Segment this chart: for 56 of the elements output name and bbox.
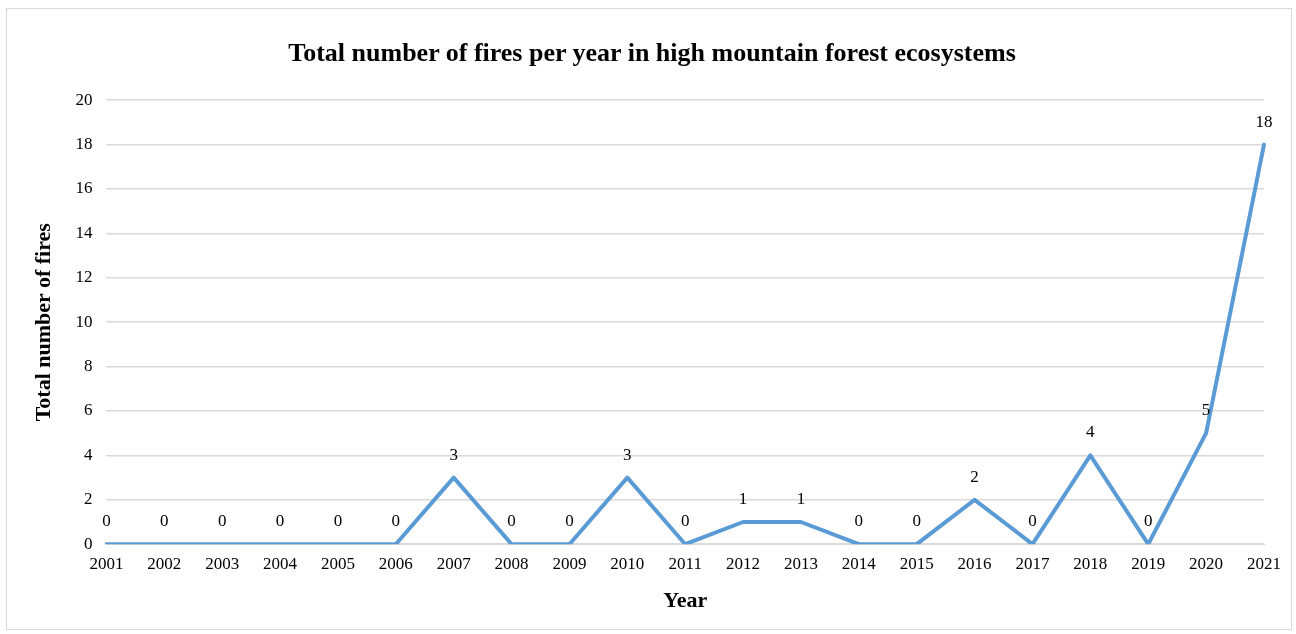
data-label: 1 bbox=[738, 488, 748, 508]
x-tick-label: 2019 bbox=[1131, 553, 1166, 573]
data-label: 5 bbox=[1201, 400, 1211, 420]
x-tick-label: 2014 bbox=[841, 553, 877, 573]
x-tick-label: 2017 bbox=[1015, 553, 1050, 573]
chart-title: Total number of fires per year in high mountain forest ecosystems bbox=[288, 38, 1016, 68]
y-tick-label: 18 bbox=[75, 134, 93, 154]
x-tick-label: 2021 bbox=[1247, 553, 1281, 573]
x-tick-label: 2020 bbox=[1189, 553, 1224, 573]
data-label: 0 bbox=[680, 511, 690, 531]
x-tick-label: 2007 bbox=[436, 553, 472, 573]
y-tick-label: 20 bbox=[75, 89, 93, 109]
data-label: 0 bbox=[275, 511, 285, 531]
data-label: 2 bbox=[970, 466, 979, 486]
data-label: 0 bbox=[333, 511, 343, 531]
y-tick-label: 12 bbox=[75, 267, 93, 287]
data-label: 18 bbox=[1255, 111, 1273, 131]
x-tick-label: 2016 bbox=[957, 553, 992, 573]
y-tick-label: 0 bbox=[83, 533, 93, 553]
data-label: 0 bbox=[102, 511, 111, 531]
x-tick-label: 2018 bbox=[1073, 553, 1108, 573]
x-tick-label: 2002 bbox=[147, 553, 182, 573]
y-tick-label: 6 bbox=[83, 400, 93, 420]
x-tick-label: 2012 bbox=[726, 553, 761, 573]
x-tick-label: 2004 bbox=[263, 553, 298, 573]
x-tick-label: 2008 bbox=[494, 553, 529, 573]
x-axis-title: Year bbox=[663, 587, 708, 613]
data-label: 0 bbox=[217, 511, 227, 531]
x-tick-label: 2015 bbox=[899, 553, 934, 573]
x-tick-label: 2009 bbox=[552, 553, 587, 573]
x-tick-label: 2001 bbox=[89, 553, 124, 573]
data-label: 3 bbox=[623, 444, 632, 464]
y-tick-label: 16 bbox=[75, 178, 93, 198]
y-tick-label: 10 bbox=[75, 311, 93, 331]
x-tick-label: 2003 bbox=[205, 553, 240, 573]
data-label: 0 bbox=[854, 511, 864, 531]
data-label: 0 bbox=[507, 511, 516, 531]
y-axis-title: Total number of fires bbox=[29, 222, 55, 422]
y-tick-label: 14 bbox=[75, 222, 93, 242]
y-tick-label: 4 bbox=[83, 444, 93, 464]
y-tick-label: 2 bbox=[83, 489, 93, 509]
data-label: 0 bbox=[565, 511, 574, 531]
x-tick-label: 2011 bbox=[668, 553, 702, 573]
x-tick-label: 2005 bbox=[320, 553, 355, 573]
data-label: 0 bbox=[912, 511, 921, 531]
data-label: 1 bbox=[796, 488, 806, 508]
x-tick-label: 2013 bbox=[783, 553, 818, 573]
x-tick-label: 2006 bbox=[378, 553, 413, 573]
y-tick-label: 8 bbox=[83, 356, 93, 376]
data-label: 0 bbox=[160, 511, 169, 531]
x-tick-label: 2010 bbox=[610, 553, 645, 573]
data-label: 4 bbox=[1086, 422, 1096, 442]
data-label: 0 bbox=[1143, 511, 1153, 531]
data-label: 0 bbox=[1028, 511, 1037, 531]
data-label: 0 bbox=[391, 511, 401, 531]
data-label: 3 bbox=[449, 444, 458, 464]
